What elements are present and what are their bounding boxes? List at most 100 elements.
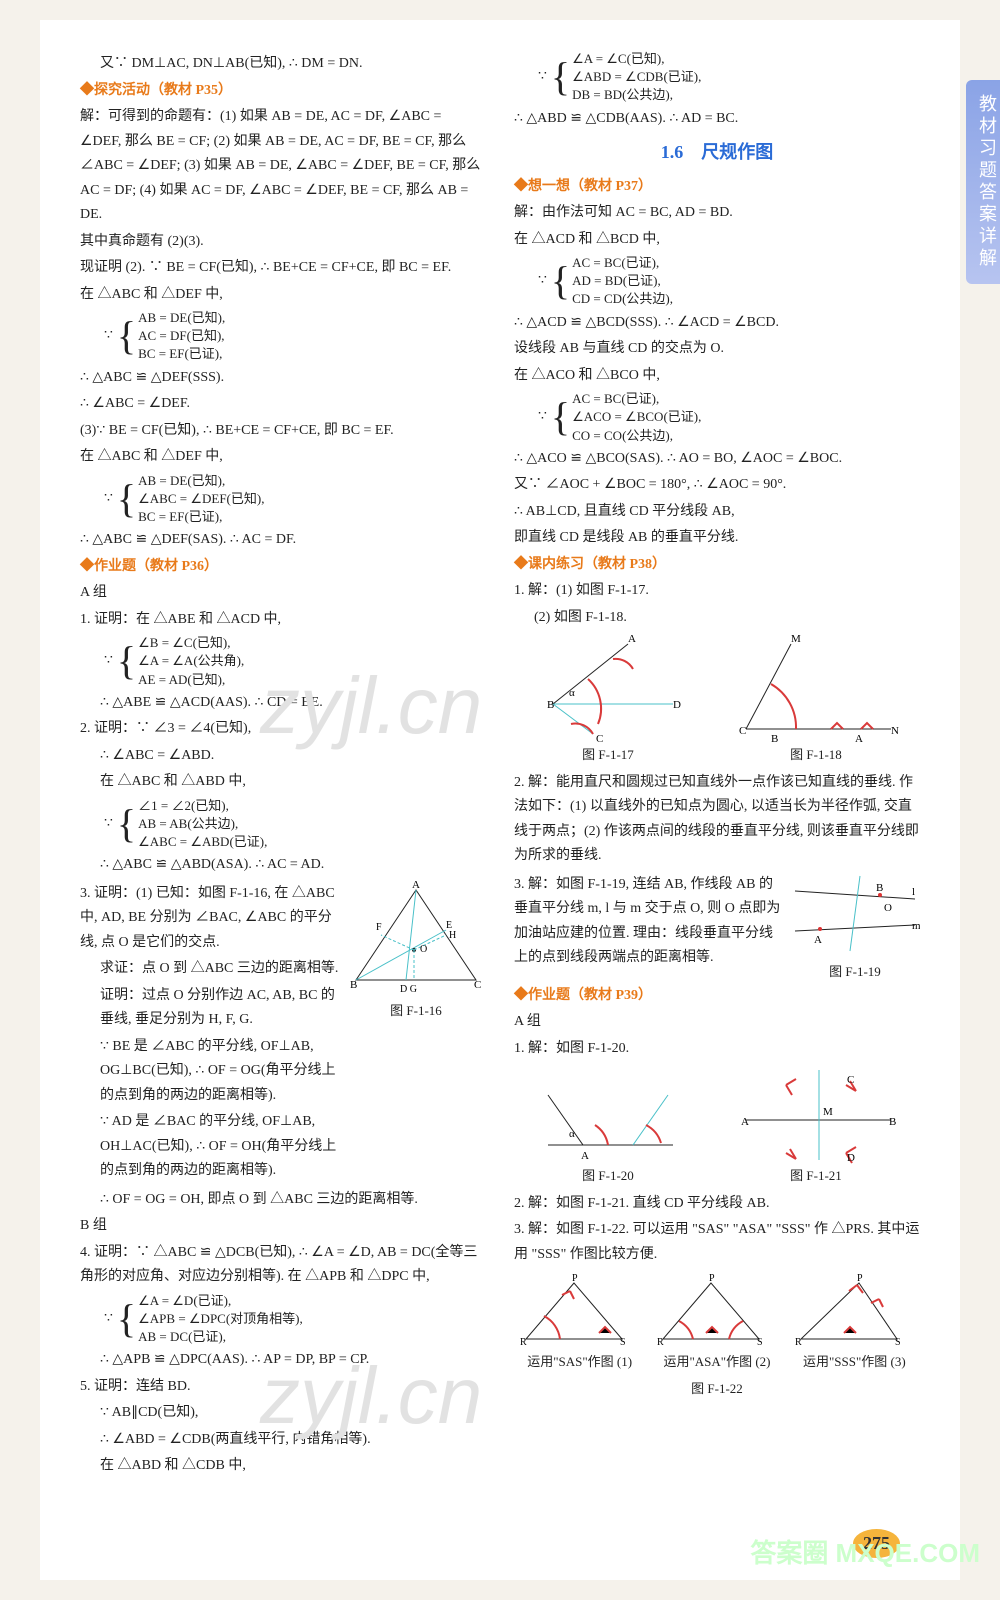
svg-text:A: A (741, 1116, 749, 1128)
text: 解：可得到的命题有：(1) 如果 AB = DE, AC = DF, ∠ABC … (80, 105, 486, 228)
svg-text:O: O (420, 944, 427, 955)
text: 在 △ACD 和 △BCD 中, (514, 228, 920, 253)
brace-group: ∵{ ∠1 = ∠2(已知), AB = AB(公共边), ∠ABC = ∠AB… (104, 797, 486, 852)
text: ∴ △ABC ≌ △ABD(ASA). ∴ AC = AD. (80, 853, 486, 878)
figure-f-1-18: C M B A N (731, 634, 901, 744)
text: 求证：点 O 到 △ABC 三边的距离相等. (80, 957, 340, 982)
text: 解：由作法可知 AC = BC, AD = BD. (514, 201, 920, 226)
brace-group: ∵{ AC = BC(已证), ∠ACO = ∠BCO(已证), CO = CO… (538, 390, 920, 445)
text: ∴ ∠ABD = ∠CDB(两直线平行, 内错角相等). (80, 1428, 486, 1453)
text: AB = AB(公共边), (138, 815, 267, 833)
text: CD = CD(公共边), (572, 290, 673, 308)
svg-text:D: D (847, 1152, 855, 1164)
svg-text:A: A (412, 880, 420, 891)
text: BC = EF(已证), (138, 345, 225, 363)
footer-watermark: 答案圈 MXQE.COM (750, 1533, 980, 1570)
columns: 又∵ DM⊥AC, DN⊥AB(已知), ∴ DM = DN. ◆探究活动（教材… (80, 50, 920, 1481)
text: 3. 证明：(1) 已知：如图 F-1-16, 在 △ABC 中, AD, BE… (80, 882, 340, 956)
svg-text:α: α (569, 687, 575, 699)
figure-caption: 图 F-1-20 (533, 1165, 683, 1188)
section-header: ◆课内练习（教材 P38） (514, 553, 920, 578)
text: ∴ ∠ABC = ∠ABD. (80, 744, 486, 769)
text: 2. 证明：∵ ∠3 = ∠4(已知), (80, 717, 486, 742)
svg-text:D: D (673, 699, 681, 711)
figure-f-1-22-sss: P R S (789, 1271, 909, 1351)
brace-group: ∵{ ∠A = ∠D(已证), ∠APB = ∠DPC(对顶角相等), AB =… (104, 1292, 486, 1347)
text: AB = DE(已知), (138, 309, 225, 327)
text: 证明：过点 O 分别作边 AC, AB, BC 的垂线, 垂足分别为 H, F,… (80, 984, 340, 1033)
svg-text:M: M (791, 634, 801, 645)
svg-text:A: A (581, 1150, 589, 1162)
text: 1. 解：(1) 如图 F-1-17. (514, 579, 920, 604)
figure-f-1-20: α A (533, 1065, 683, 1165)
text: 3. 解：如图 F-1-22. 可以运用 "SAS" "ASA" "SSS" 作… (514, 1218, 920, 1267)
figure-caption: 图 F-1-18 (731, 744, 901, 767)
text: ∠ABC = ∠DEF(已知), (138, 490, 264, 508)
text: 即直线 CD 是线段 AB 的垂直平分线. (514, 526, 920, 551)
figure-f-1-22-sas: P R S (514, 1271, 634, 1351)
svg-text:H: H (449, 930, 456, 941)
text: ∴ △ABC ≌ △DEF(SAS). ∴ AC = DF. (80, 528, 486, 553)
svg-text:D G: D G (400, 984, 417, 995)
text: ∴ △ACD ≌ △BCD(SSS). ∴ ∠ACD = ∠BCD. (514, 311, 920, 336)
group-label: B 组 (80, 1214, 486, 1239)
svg-text:C: C (739, 725, 746, 737)
text: 在 △ABC 和 △ABD 中, (80, 770, 486, 795)
svg-text:B: B (876, 882, 883, 894)
svg-text:F: F (376, 922, 382, 933)
group-label: A 组 (80, 581, 486, 606)
text: 4. 证明：∵ △ABC ≌ △DCB(已知), ∴ ∠A = ∠D, AB =… (80, 1241, 486, 1290)
section-header: ◆想一想（教材 P37） (514, 175, 920, 200)
svg-text:N: N (891, 725, 899, 737)
figure-block: 3. 证明：(1) 已知：如图 F-1-16, 在 △ABC 中, AD, BE… (80, 880, 486, 1186)
svg-text:α: α (569, 1128, 575, 1140)
svg-text:S: S (757, 1337, 763, 1348)
left-column: 又∵ DM⊥AC, DN⊥AB(已知), ∴ DM = DN. ◆探究活动（教材… (80, 50, 486, 1481)
svg-text:B: B (547, 699, 554, 711)
text: CO = CO(公共边), (572, 427, 701, 445)
text: ∴ OF = OG = OH, 即点 O 到 △ABC 三边的距离相等. (80, 1188, 486, 1213)
text: ∴ △APB ≌ △DPC(AAS). ∴ AP = DP, BP = CP. (80, 1348, 486, 1373)
text: ∴ △ABE ≌ △ACD(AAS). ∴ CD = BE. (80, 691, 486, 716)
text: ∴ AB⊥CD, 且直线 CD 平分线段 AB, (514, 500, 920, 525)
svg-text:A: A (855, 733, 863, 744)
figure-caption: 图 F-1-22 (514, 1378, 920, 1401)
svg-text:R: R (657, 1337, 664, 1348)
text: AD = BD(已证), (572, 272, 673, 290)
figure-caption: 图 F-1-17 (533, 744, 683, 767)
brace-group: ∵{ AB = DE(已知), ∠ABC = ∠DEF(已知), BC = EF… (104, 472, 486, 527)
text: BC = EF(已证), (138, 508, 264, 526)
figure-caption: 运用"SAS"作图 (1) (514, 1351, 645, 1374)
text: AC = BC(已证), (572, 390, 701, 408)
side-tab: 教材习题答案详解 (966, 80, 1000, 284)
figure-caption: 图 F-1-21 (731, 1165, 901, 1188)
brace-group: ∵{ AC = BC(已证), AD = BD(已证), CD = CD(公共边… (538, 254, 920, 309)
svg-text:P: P (857, 1273, 863, 1284)
svg-text:C: C (474, 979, 481, 991)
brace-group: ∵{ ∠A = ∠C(已知), ∠ABD = ∠CDB(已证), DB = BD… (538, 50, 920, 105)
text: ∠1 = ∠2(已知), (138, 797, 267, 815)
svg-text:A: A (628, 634, 636, 645)
section-header: ◆作业题（教材 P36） (80, 555, 486, 580)
brace-group: ∵{ ∠B = ∠C(已知), ∠A = ∠A(公共角), AE = AD(已知… (104, 634, 486, 689)
text: ∠ABD = ∠CDB(已证), (572, 68, 701, 86)
brace-group: ∵{ AB = DE(已知), AC = DF(已知), BC = EF(已证)… (104, 309, 486, 364)
svg-text:M: M (823, 1106, 833, 1118)
svg-text:C: C (596, 733, 603, 744)
text: 设线段 AB 与直线 CD 的交点为 O. (514, 337, 920, 362)
text: ∴ ∠ABC = ∠DEF. (80, 392, 486, 417)
text: ∠A = ∠C(已知), (572, 50, 701, 68)
text: ∠ACO = ∠BCO(已证), (572, 408, 701, 426)
text: ∴ △ABC ≌ △DEF(SSS). (80, 366, 486, 391)
page: zyjl.cn zyjl.cn 又∵ DM⊥AC, DN⊥AB(已知), ∴ D… (40, 20, 960, 1580)
svg-text:C: C (847, 1074, 854, 1086)
text: 3. 解：如图 F-1-19, 连结 AB, 作线段 AB 的垂直平分线 m, … (514, 873, 784, 971)
text: 1. 解：如图 F-1-20. (514, 1037, 920, 1062)
section-header: ◆作业题（教材 P39） (514, 984, 920, 1009)
right-column: ∵{ ∠A = ∠C(已知), ∠ABD = ∠CDB(已证), DB = BD… (514, 50, 920, 1481)
text: ∠A = ∠A(公共角), (138, 652, 244, 670)
text: ∠ABC = ∠ABD(已证), (138, 833, 267, 851)
figure-f-1-21: A B M C D (731, 1065, 901, 1165)
text: (2) 如图 F-1-18. (514, 606, 920, 631)
text: 1. 证明：在 △ABE 和 △ACD 中, (80, 608, 486, 633)
